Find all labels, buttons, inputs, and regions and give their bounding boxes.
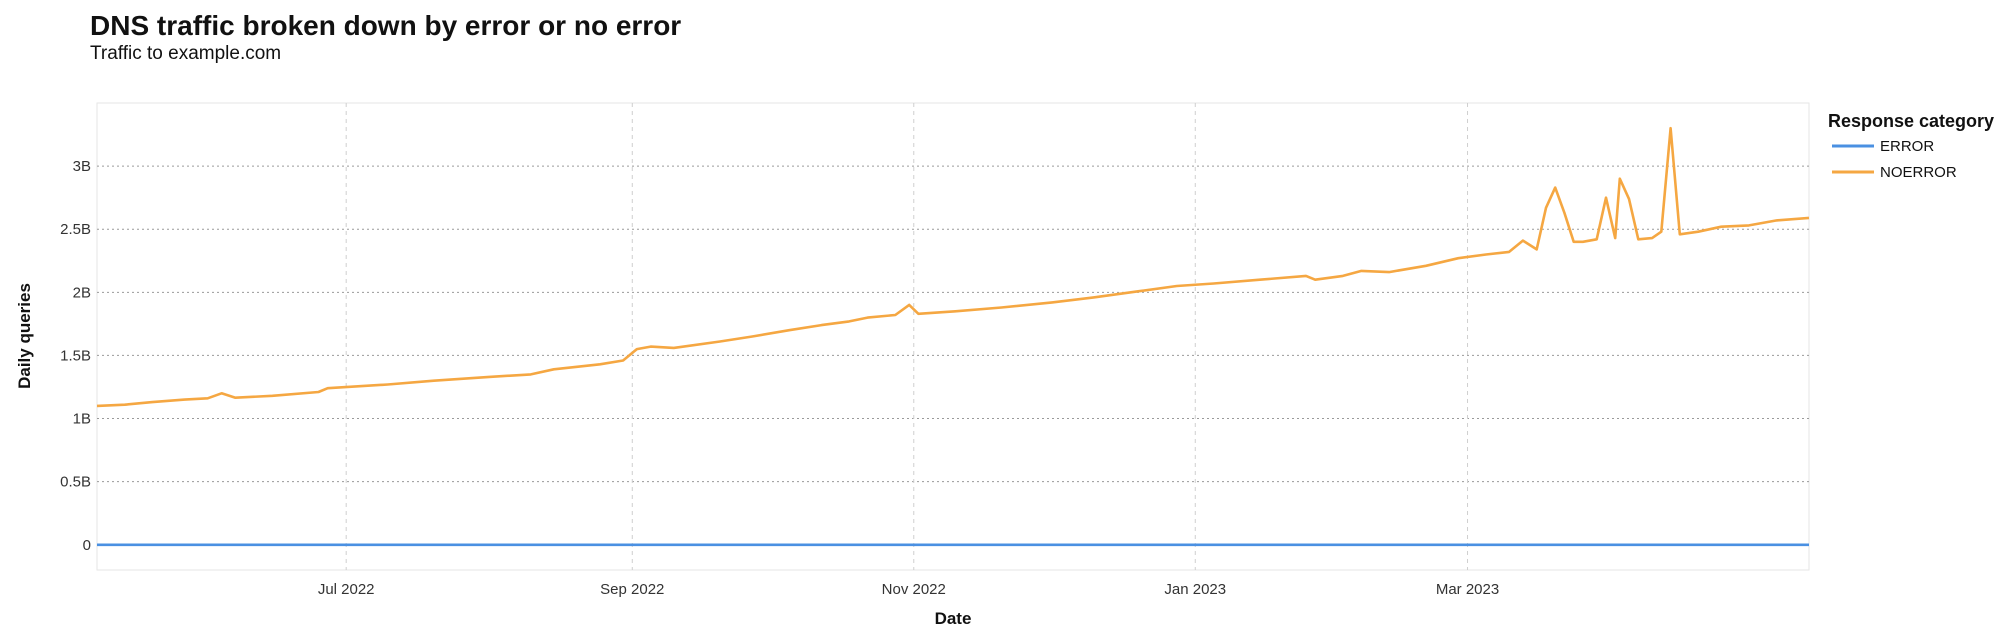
legend: Response category ERROR NOERROR (1828, 111, 1994, 181)
series-lines (96, 126, 1810, 547)
chart-subtitle: Traffic to example.com (90, 43, 282, 64)
y-tick-label: 0.5B (60, 474, 91, 491)
series-line-noerror (96, 126, 1810, 408)
y-axis-title: Daily queries (15, 283, 34, 389)
x-tick-label: Jul 2022 (318, 581, 375, 598)
x-axis-ticks: Jul 2022 Sep 2022 Nov 2022 Jan 2023 Mar 2023 (318, 581, 1499, 598)
x-tick-label: Jan 2023 (1164, 581, 1226, 598)
y-tick-label: 1.5B (60, 347, 91, 364)
y-tick-label: 2B (73, 284, 91, 301)
y-axis-ticks: 0 0.5B 1B 1.5B 2B 2.5B 3B (60, 158, 91, 554)
x-tick-label: Mar 2023 (1436, 581, 1499, 598)
chart-title: DNS traffic broken down by error or no e… (90, 10, 682, 41)
legend-item-noerror: NOERROR (1880, 164, 1957, 181)
x-tick-label: Nov 2022 (882, 581, 946, 598)
y-tick-label: 3B (73, 158, 91, 175)
x-axis-title: Date (935, 609, 972, 628)
y-tick-label: 2.5B (60, 221, 91, 238)
legend-item-error: ERROR (1880, 138, 1934, 155)
x-tick-label: Sep 2022 (600, 581, 664, 598)
y-tick-label: 0 (83, 537, 91, 554)
legend-title: Response category (1828, 111, 1994, 131)
y-tick-label: 1B (73, 411, 91, 428)
plot-background (96, 102, 1810, 571)
